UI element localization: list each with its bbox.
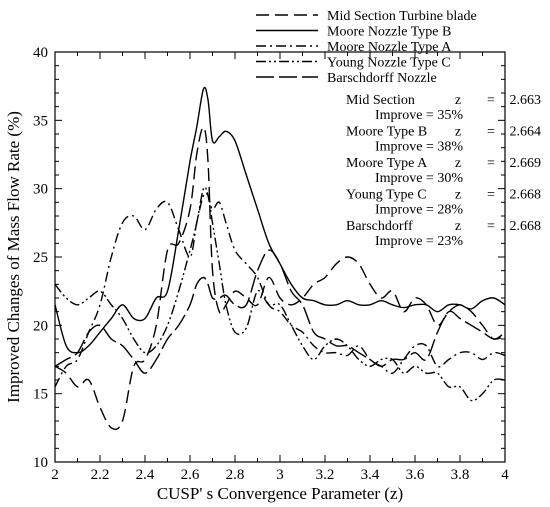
annotation-z-value-5: 2.668	[510, 219, 542, 234]
annotation-label-2: Moore Type B	[346, 125, 427, 140]
annotation-z-value-1: 2.663	[510, 93, 542, 108]
series-line-2	[54, 86, 506, 354]
annotation-equals: =	[487, 125, 495, 140]
legend-label-5: Barschdorff Nozzle	[327, 71, 437, 86]
x-tick-label: 2.8	[226, 467, 245, 483]
annotation-z-symbol: z	[455, 125, 461, 140]
series-line-3	[54, 192, 506, 388]
annotation-z-symbol: z	[455, 156, 461, 171]
annotation-label-4: Young Type C	[346, 188, 427, 203]
x-tick-label: 2	[51, 467, 59, 483]
legend-label-2: Moore Nozzle Type B	[327, 25, 451, 40]
annotation-label-1: Mid Section	[346, 93, 415, 108]
annotation-label-3: Moore Type A	[346, 156, 428, 171]
legend-label-1: Mid Section Turbine blade	[327, 9, 477, 24]
annotation-z-symbol: z	[455, 93, 461, 108]
y-tick-label: 10	[33, 455, 48, 471]
y-tick-label: 35	[33, 113, 48, 129]
x-tick-label: 4	[501, 467, 509, 483]
x-tick-label: 3.6	[406, 467, 425, 483]
x-tick-label: 3.2	[316, 467, 335, 483]
annotation-z-value-3: 2.669	[510, 156, 542, 171]
annotation-z-value-2: 2.664	[510, 125, 542, 140]
annotation-equals: =	[487, 188, 495, 203]
axis-ticks: 2 2.2 2.4 2.6 2.8 3 3.2 3.4 3.6 3.8 4 10 15 20 25 30 35 4…	[33, 45, 509, 483]
x-tick-label: 3.4	[361, 467, 380, 483]
x-tick-label: 2.2	[91, 467, 110, 483]
series-line-4	[54, 186, 506, 402]
annotation-improve-3: Improve = 30%	[375, 171, 463, 186]
y-tick-label: 40	[33, 45, 48, 61]
annotation-z-value-4: 2.668	[510, 188, 542, 203]
x-axis-title: CUSP' s Convergence Parameter (z)	[157, 484, 403, 503]
y-tick-label: 20	[33, 318, 48, 334]
annotation-z-symbol: z	[455, 188, 461, 203]
annotation-equals: =	[487, 219, 495, 234]
legend-label-4: Young Nozzle Type C	[327, 56, 451, 71]
annotation-improve-1: Improve = 35%	[375, 108, 463, 123]
legend-label-3: Moore Nozzle Type A	[327, 40, 452, 55]
x-tick-label: 2.4	[136, 467, 155, 483]
series-line-5	[54, 249, 506, 374]
annotation-block: Mid Section z = 2.663 Improve = 35% Moore Typ…	[346, 93, 541, 249]
y-tick-label: 30	[33, 182, 48, 198]
y-tick-label: 15	[33, 387, 48, 403]
annotation-improve-4: Improve = 28%	[375, 203, 463, 218]
x-tick-label: 3	[276, 467, 284, 483]
annotation-improve-2: Improve = 38%	[375, 140, 463, 155]
x-tick-label: 3.8	[451, 467, 470, 483]
annotation-label-5: Barschdorff	[346, 219, 413, 234]
y-tick-label: 25	[33, 250, 48, 266]
annotation-equals: =	[487, 156, 495, 171]
annotation-z-symbol: z	[455, 219, 461, 234]
annotation-improve-5: Improve = 23%	[375, 234, 463, 249]
x-tick-label: 2.6	[181, 467, 200, 483]
y-axis-title: Improved Changes of Mass Flow Rate (%)	[4, 111, 23, 403]
series-lines	[54, 86, 506, 431]
annotation-equals: =	[487, 93, 495, 108]
